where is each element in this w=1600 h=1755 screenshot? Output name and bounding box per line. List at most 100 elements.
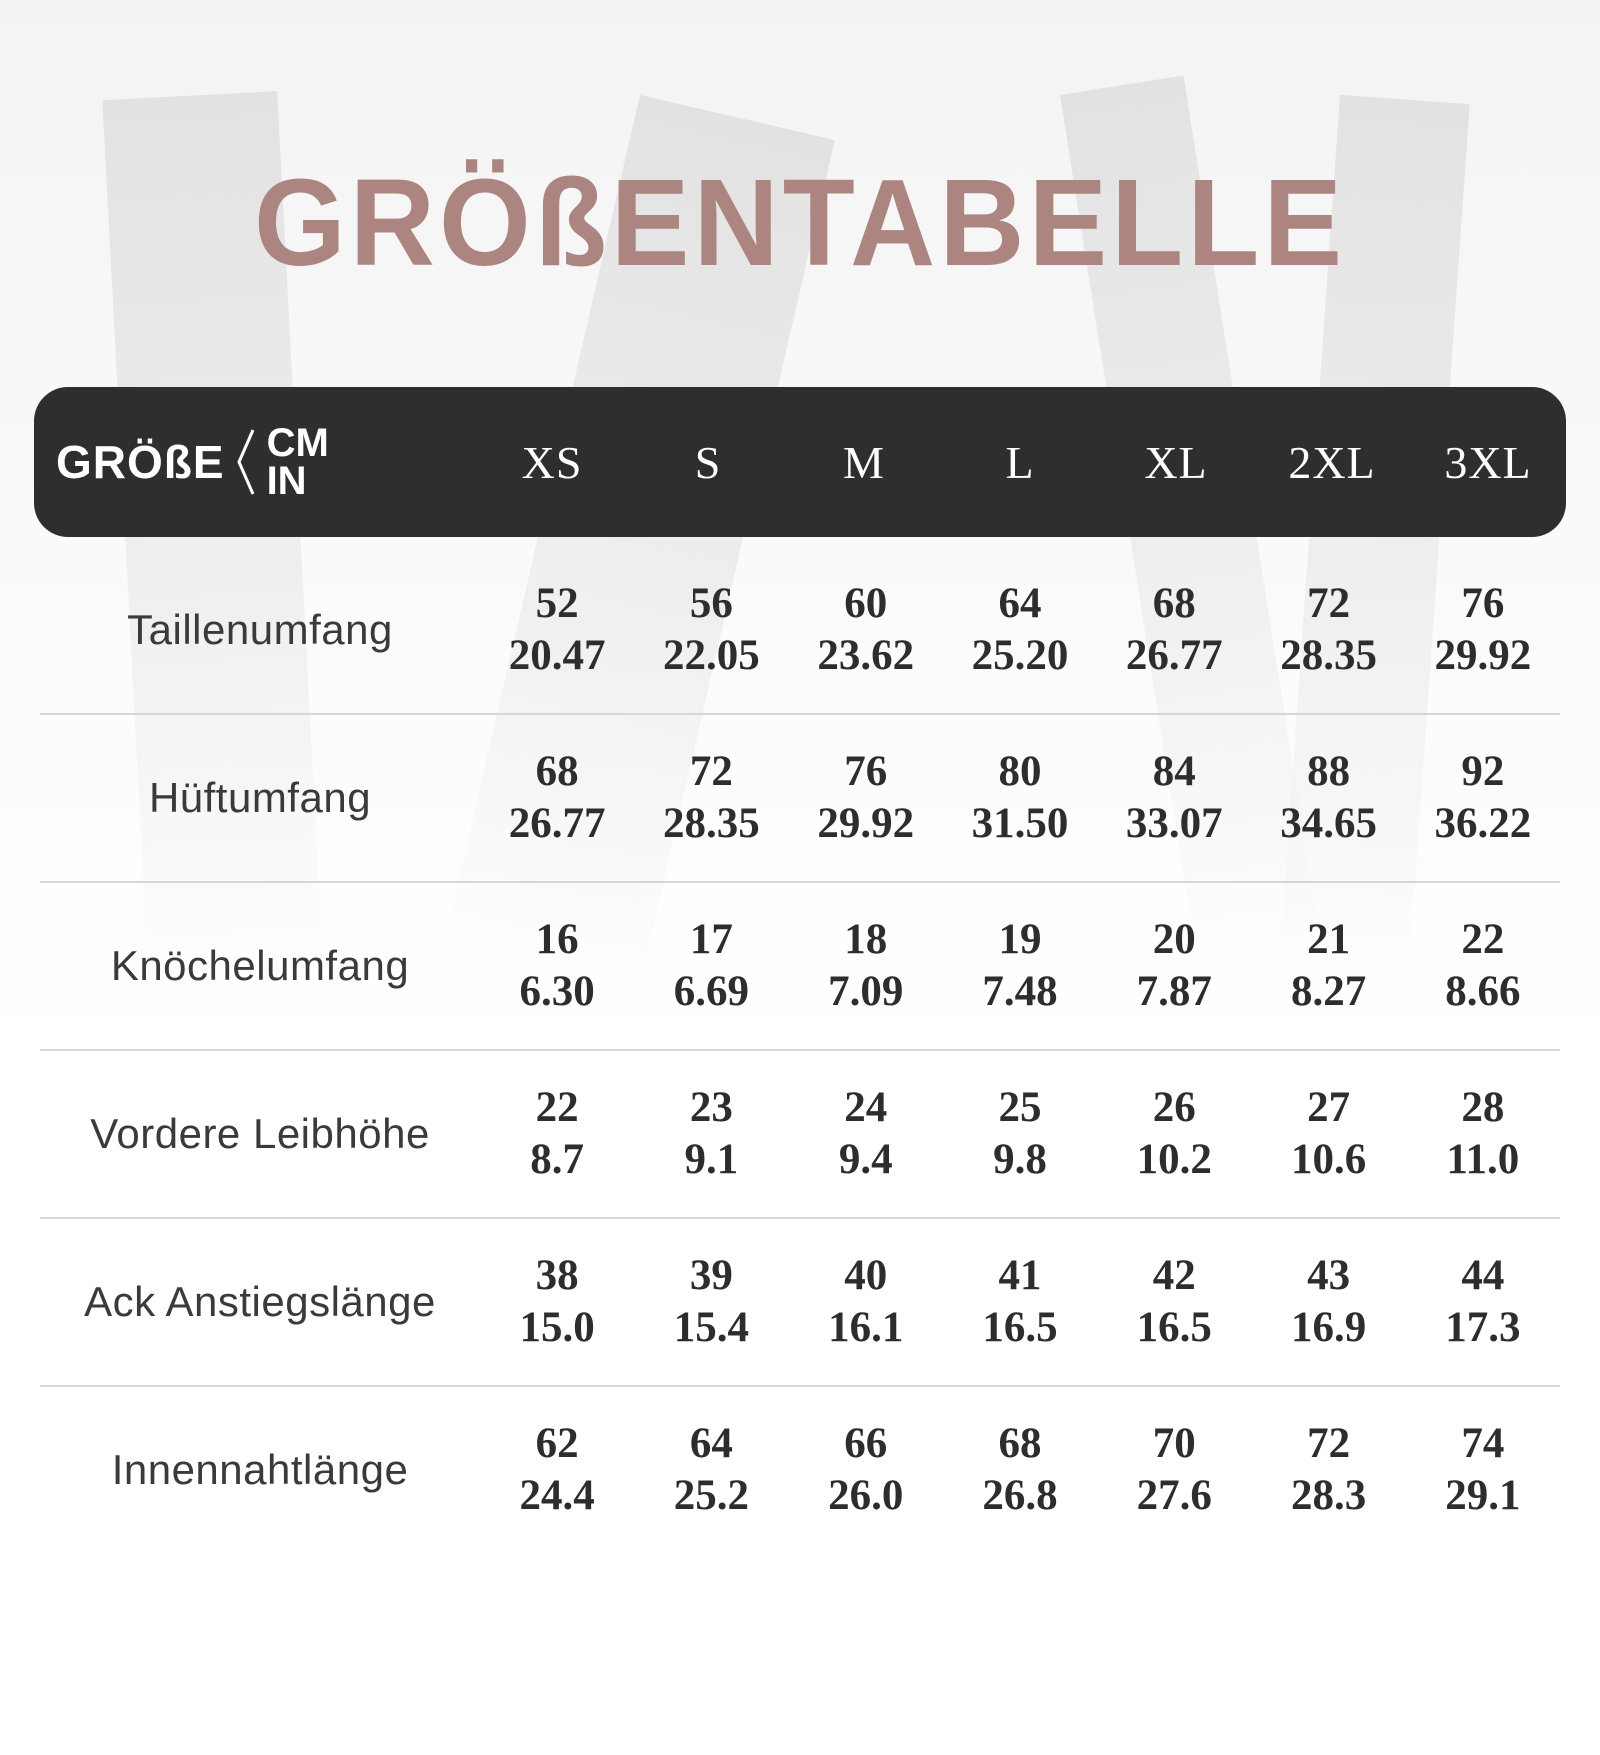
measurement-cell: 76 29.92 (1406, 578, 1560, 681)
unit-labels: CM IN (267, 423, 329, 501)
measurement-cell: 76 29.92 (789, 746, 943, 849)
in-value: 11.0 (1446, 1136, 1520, 1183)
cm-value: 24 (844, 1084, 888, 1132)
measurement-cell: 72 28.35 (634, 746, 788, 849)
measurement-cell: 64 25.2 (634, 1418, 788, 1521)
chevron-left-icon (236, 429, 254, 495)
header-corner: GRÖßE CM IN (34, 422, 474, 502)
measurement-cell: 17 6.69 (634, 914, 788, 1017)
in-value: 24.4 (519, 1472, 595, 1519)
measurement-cell: 18 7.09 (789, 914, 943, 1017)
in-value: 16.1 (828, 1304, 904, 1351)
in-value: 10.6 (1290, 1136, 1367, 1183)
table-row: Vordere Leibhöhe 22 8.7 23 9.1 24 9.4 25 9.8 26 10… (40, 1051, 1560, 1219)
measurement-cell: 68 26.8 (943, 1418, 1097, 1521)
size-header-xl: XL (1144, 436, 1208, 488)
measurement-cell: 92 36.22 (1406, 746, 1560, 849)
in-value: 9.4 (838, 1136, 893, 1183)
measurement-cell: 40 16.1 (789, 1250, 943, 1353)
cm-value: 40 (844, 1252, 888, 1300)
in-value: 22.05 (663, 632, 760, 679)
size-header-m: M (843, 436, 885, 488)
cm-value: 52 (535, 580, 579, 628)
in-value: 33.07 (1125, 800, 1223, 847)
in-value: 34.65 (1280, 800, 1377, 847)
in-value: 26.0 (828, 1472, 904, 1519)
row-label: Vordere Leibhöhe (90, 1110, 430, 1157)
measurement-cell: 72 28.35 (1251, 578, 1405, 681)
cm-value: 80 (998, 748, 1042, 796)
cm-value: 23 (689, 1084, 733, 1132)
in-value: 28.3 (1290, 1472, 1367, 1519)
cm-value: 62 (535, 1420, 579, 1468)
in-value: 7.48 (982, 968, 1058, 1015)
measurement-cell: 42 16.5 (1097, 1250, 1251, 1353)
table-row: Innennahtlänge 62 24.4 64 25.2 66 26.0 68 26.8 70… (40, 1387, 1560, 1553)
table-row: Taillenumfang 52 20.47 56 22.05 60 23.62 64 25.2… (40, 547, 1560, 715)
in-value: 9.1 (684, 1136, 739, 1183)
row-label: Innennahtlänge (111, 1446, 409, 1493)
cm-value: 66 (844, 1420, 888, 1468)
table-row: Knöchelumfang 16 6.30 17 6.69 18 7.09 19 7.48 20 7… (40, 883, 1560, 1051)
in-value: 8.27 (1290, 968, 1367, 1015)
measurement-cell: 60 23.62 (789, 578, 943, 681)
cm-value: 72 (1307, 580, 1351, 628)
page-title: GRÖßENTABELLE (253, 153, 1347, 293)
cm-value: 72 (689, 748, 733, 796)
cm-value: 76 (1461, 580, 1505, 628)
measurement-cell: 19 7.48 (943, 914, 1097, 1017)
cm-value: 19 (998, 916, 1042, 964)
cm-value: 92 (1461, 748, 1505, 796)
measurement-cell: 22 8.7 (480, 1082, 634, 1185)
in-value: 25.2 (673, 1472, 750, 1519)
cm-value: 68 (998, 1420, 1042, 1468)
in-value: 26.77 (1125, 632, 1223, 679)
cm-value: 17 (689, 916, 733, 964)
in-value: 6.30 (519, 968, 595, 1015)
in-value: 26.77 (508, 800, 606, 847)
measurement-cell: 88 34.65 (1251, 746, 1405, 849)
measurement-cell: 25 9.8 (943, 1082, 1097, 1185)
size-header-s: S (694, 436, 722, 488)
cm-value: 18 (844, 916, 888, 964)
measurement-cell: 28 11.0 (1406, 1082, 1560, 1185)
table-header-bar: GRÖßE CM IN XS S M L XL 2XL 3XL (34, 387, 1566, 537)
in-value: 9.8 (993, 1136, 1047, 1183)
cm-value: 38 (535, 1252, 579, 1300)
cm-value: 88 (1307, 748, 1351, 796)
in-value: 20.47 (508, 632, 606, 679)
cm-value: 22 (1461, 916, 1505, 964)
in-value: 29.92 (1434, 632, 1532, 679)
table-row: Ack Anstiegslänge 38 15.0 39 15.4 40 16.1 41 16.… (40, 1219, 1560, 1387)
in-value: 31.50 (971, 800, 1069, 847)
cm-value: 64 (689, 1420, 733, 1468)
measurement-cell: 52 20.47 (480, 578, 634, 681)
cm-value: 42 (1152, 1252, 1196, 1300)
in-value: 25.20 (971, 632, 1069, 679)
in-value: 8.66 (1445, 968, 1521, 1015)
measurement-cell: 80 31.50 (943, 746, 1097, 849)
cm-value: 22 (535, 1084, 579, 1132)
row-label: Taillenumfang (127, 606, 393, 653)
measurement-cell: 20 7.87 (1097, 914, 1251, 1017)
measurement-cell: 41 16.5 (943, 1250, 1097, 1353)
measurement-cell: 26 10.2 (1097, 1082, 1251, 1185)
cm-value: 16 (535, 916, 579, 964)
row-label: Ack Anstiegslänge (84, 1278, 436, 1325)
in-value: 10.2 (1136, 1136, 1212, 1183)
measurement-cell: 21 8.27 (1251, 914, 1405, 1017)
size-header-3xl: 3XL (1444, 436, 1532, 488)
measurement-cell: 39 15.4 (634, 1250, 788, 1353)
cm-value: 39 (689, 1252, 733, 1300)
measurement-cell: 27 10.6 (1251, 1082, 1405, 1185)
in-value: 28.35 (1280, 632, 1377, 679)
in-value: 6.69 (673, 968, 750, 1015)
measurement-cell: 24 9.4 (789, 1082, 943, 1185)
measurement-cell: 68 26.77 (480, 746, 634, 849)
cm-value: 84 (1152, 748, 1196, 796)
in-value: 15.4 (673, 1304, 750, 1351)
measurement-cell: 44 17.3 (1406, 1250, 1560, 1353)
measurement-cell: 72 28.3 (1251, 1418, 1405, 1521)
in-value: 23.62 (817, 632, 915, 679)
cm-value: 43 (1307, 1252, 1351, 1300)
